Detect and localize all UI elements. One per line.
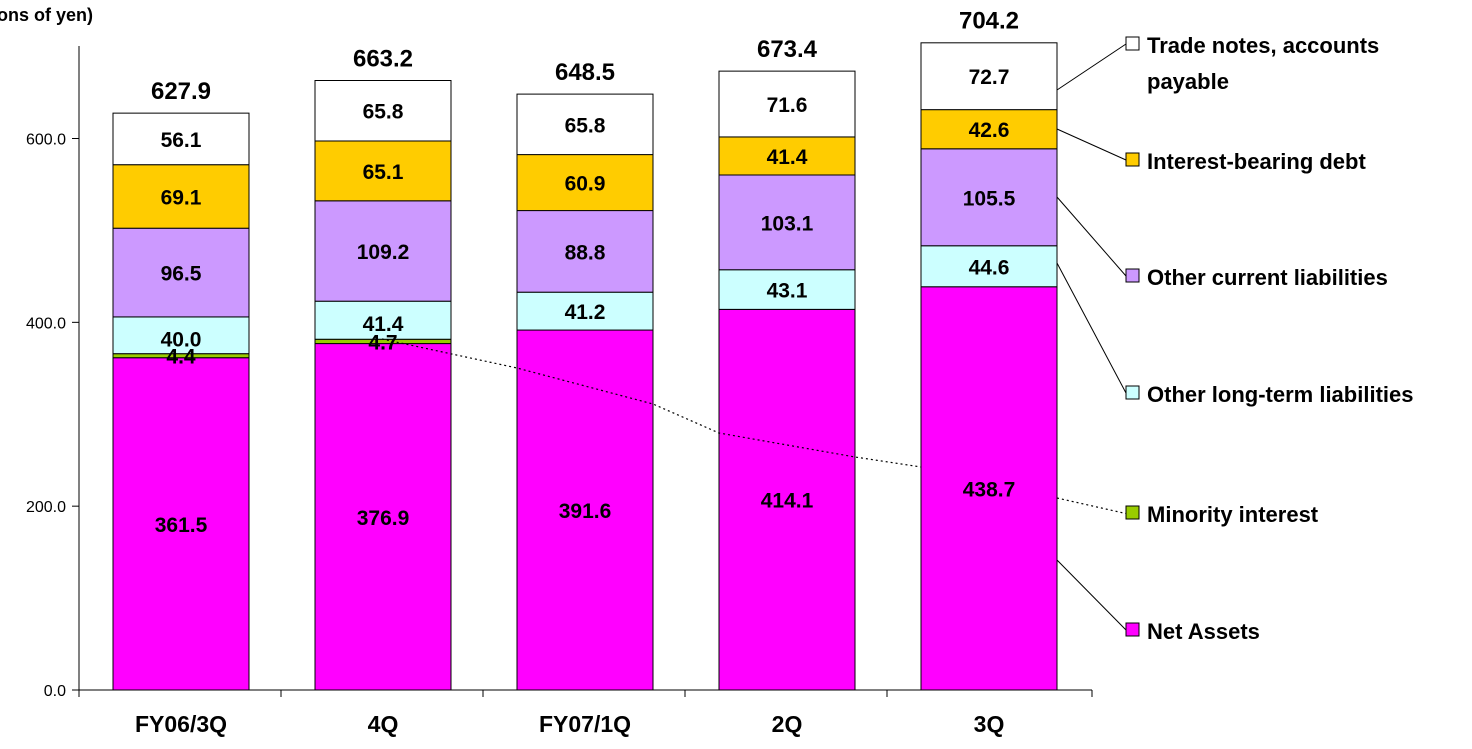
legend-label: Other current liabilities — [1147, 265, 1388, 290]
segment-value-label: 65.8 — [565, 114, 606, 137]
segment-value-label: 41.4 — [363, 313, 404, 336]
segment-value-label: 43.1 — [767, 280, 808, 303]
segment-value-label: 69.1 — [161, 186, 202, 209]
bar-segment — [112, 316, 250, 355]
x-category-label: FY06/3Q — [135, 711, 227, 737]
segment-value-label: 56.1 — [161, 129, 202, 152]
data-labels: 361.54.440.096.569.156.1627.9376.94.741.… — [151, 8, 1019, 537]
legend-leader-line — [1056, 497, 1129, 515]
bar-segment — [112, 164, 250, 229]
legend-leader-line — [1056, 43, 1127, 91]
bar-segment — [314, 140, 452, 202]
segment-value-label: 72.7 — [969, 66, 1010, 89]
segment-value-label: 414.1 — [761, 490, 814, 513]
legend-leader-line — [1056, 559, 1127, 631]
legend-swatch — [1125, 152, 1140, 167]
legend-swatch — [1125, 36, 1140, 51]
legend-label: Trade notes, accounts — [1147, 33, 1379, 58]
bar-segment — [112, 112, 250, 166]
bar-segment — [314, 343, 452, 691]
x-category-label: 2Q — [772, 711, 803, 737]
segment-value-label: 391.6 — [559, 500, 612, 523]
bar-segment — [314, 300, 452, 340]
legend-label: payable — [1147, 69, 1229, 94]
total-value-label: 648.5 — [555, 59, 615, 86]
legend-leader-line — [1056, 128, 1127, 161]
bars — [112, 42, 1058, 691]
legend-label: Net Assets — [1147, 619, 1260, 644]
bar-segment — [718, 308, 856, 691]
legend-label: Interest-bearing debt — [1147, 149, 1366, 174]
bar-segment — [516, 210, 654, 293]
legend: Trade notes, accounts payable Interest-bea… — [1056, 33, 1413, 644]
legend-leader-line — [1056, 196, 1127, 277]
segment-value-label: 438.7 — [963, 478, 1016, 501]
segment-value-label: 41.2 — [565, 301, 606, 324]
y-tick-label: 0.0 — [44, 683, 66, 700]
bar-segment — [718, 70, 856, 138]
segment-value-label: 105.5 — [963, 187, 1016, 210]
legend-swatch — [1125, 268, 1140, 283]
x-category-label: FY07/1Q — [539, 711, 631, 737]
segment-value-label: 40.0 — [161, 328, 202, 351]
segment-value-label: 103.1 — [761, 212, 814, 235]
y-tick-label: 400.0 — [26, 315, 66, 332]
segment-value-label: 88.8 — [565, 241, 606, 264]
segment-value-label: 44.6 — [969, 256, 1010, 279]
segment-value-label: 65.8 — [363, 101, 404, 124]
total-value-label: 704.2 — [959, 8, 1019, 35]
bar-segment — [920, 148, 1058, 247]
segment-value-label: 96.5 — [161, 263, 202, 286]
bar-segment — [718, 174, 856, 271]
legend-label: Other long-term liabilities — [1147, 382, 1413, 407]
unit-label: (Billions of yen) — [0, 5, 93, 25]
segment-value-label: 41.4 — [767, 146, 808, 169]
bar-segment — [920, 245, 1058, 288]
x-category-label: 4Q — [368, 711, 399, 737]
total-value-label: 627.9 — [151, 78, 211, 105]
bar-segment — [314, 80, 452, 142]
segment-value-label: 376.9 — [357, 507, 410, 530]
segment-value-label: 4.7 — [368, 332, 397, 355]
legend-swatch — [1125, 385, 1140, 400]
y-tick-label: 600.0 — [26, 132, 66, 149]
segment-value-label: 71.6 — [767, 94, 808, 117]
total-value-label: 673.4 — [757, 36, 818, 63]
bar-segment — [718, 136, 856, 176]
minority-trend-line — [381, 338, 922, 468]
bar-segment — [718, 269, 856, 310]
segment-value-label: 109.2 — [357, 241, 410, 264]
segment-value-label: 65.1 — [363, 161, 404, 184]
legend-label: Minority interest — [1147, 502, 1319, 527]
bar-segment — [516, 93, 654, 156]
segment-value-label: 4.4 — [166, 346, 196, 369]
total-value-label: 663.2 — [353, 45, 413, 72]
bar-segment — [920, 42, 1058, 111]
bar-segment — [112, 227, 250, 318]
segment-value-label: 60.9 — [565, 173, 606, 196]
legend-swatch — [1125, 622, 1140, 637]
bar-segment — [516, 154, 654, 212]
segment-value-label: 361.5 — [155, 514, 208, 537]
y-tick-label: 200.0 — [26, 499, 66, 516]
segment-value-label: 42.6 — [969, 119, 1010, 142]
x-category-label: 3Q — [974, 711, 1005, 737]
bar-segment — [920, 286, 1058, 691]
legend-leader-line — [1056, 262, 1127, 394]
bar-segment — [516, 291, 654, 331]
bar-segment — [112, 357, 250, 691]
bar-segment — [516, 329, 654, 691]
legend-swatch — [1125, 505, 1140, 520]
